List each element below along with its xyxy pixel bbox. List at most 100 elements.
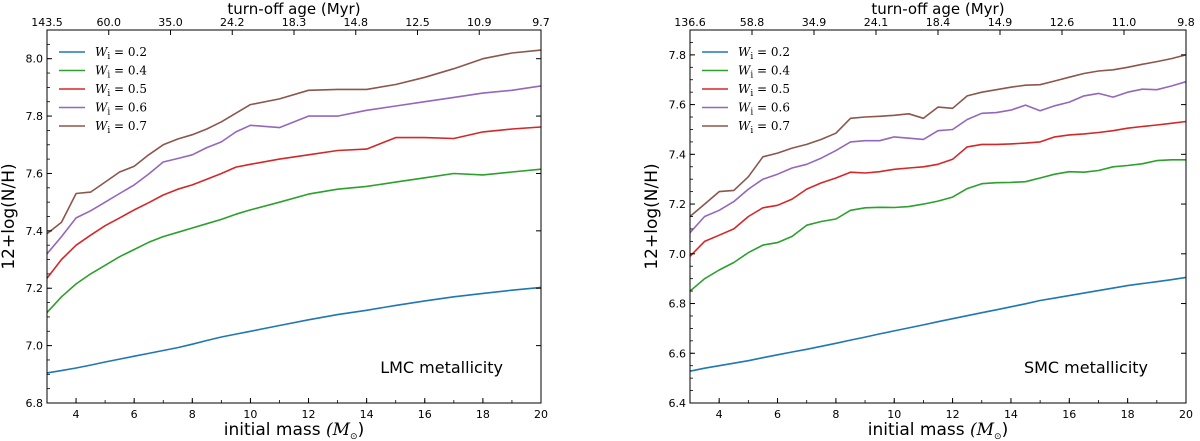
- smc-series-line-w0.4: [689, 159, 1186, 292]
- lmc-x-axis-label-close: ): [358, 420, 365, 440]
- smc-legend-sub: i: [750, 71, 753, 81]
- lmc-legend-value: = 0.2: [110, 45, 147, 59]
- lmc-legend-label: Wi = 0.7: [95, 119, 147, 136]
- smc-x-tick-label: 4: [716, 408, 723, 421]
- lmc-x-tick-label: 10: [243, 408, 257, 421]
- lmc-annotation: LMC metallicity: [380, 358, 503, 377]
- lmc-top-tick-label: 12.5: [405, 16, 430, 29]
- smc-x-tick-label: 10: [887, 408, 901, 421]
- lmc-x-axis-label: initial mass (M⊙): [224, 420, 364, 441]
- lmc-legend-value: = 0.4: [110, 64, 147, 78]
- lmc-series-lines: [46, 49, 542, 374]
- smc-legend-sub: i: [750, 108, 753, 118]
- lmc-top-tick-label: 35.0: [158, 16, 183, 29]
- smc-series-line-w0.6: [689, 80, 1187, 234]
- smc-x-tick-label: 6: [774, 408, 781, 421]
- lmc-legend-sub: i: [107, 108, 110, 118]
- smc-legend-symbol: W: [738, 119, 752, 133]
- smc-legend-label: Wi = 0.5: [738, 82, 790, 99]
- smc-series-line-w0.5: [689, 120, 1187, 257]
- lmc-y-tick-label: 7.6: [26, 167, 44, 180]
- smc-legend-value: = 0.6: [753, 101, 790, 115]
- smc-legend-symbol: W: [738, 45, 752, 59]
- lmc-series-line-w0.7: [46, 49, 542, 235]
- smc-top-tick-label: 12.6: [1050, 16, 1075, 29]
- smc-legend-value: = 0.5: [753, 82, 790, 96]
- smc-x-axis-label-text: initial mass: [868, 420, 970, 440]
- lmc-legend-label: Wi = 0.5: [95, 82, 147, 99]
- smc-x-tick-label: 14: [1004, 408, 1018, 421]
- smc-legend-value: = 0.7: [753, 119, 790, 133]
- smc-legend: Wi = 0.2Wi = 0.4Wi = 0.5Wi = 0.6Wi = 0.7: [702, 45, 790, 136]
- lmc-x-tick-label: 12: [302, 408, 316, 421]
- lmc-y-axis-label: 12+log(N/H): [0, 163, 19, 269]
- lmc-top-ticks: 143.5 60.0 35.0 24.2 18.3 14.8 12.5 10.9 9.7: [31, 16, 550, 35]
- smc-y-axis-label: 12+log(N/H): [642, 163, 662, 269]
- lmc-legend-sub: i: [107, 126, 110, 136]
- smc-legend-label: Wi = 0.6: [738, 101, 790, 118]
- smc-top-tick-label: 34.9: [802, 16, 827, 29]
- smc-y-tick-label: 6.6: [669, 347, 687, 360]
- lmc-legend-symbol: W: [95, 82, 109, 96]
- smc-y-tick-label: 7.2: [669, 198, 687, 211]
- smc-series-line-w0.2: [689, 276, 1187, 372]
- lmc-y-tick-label: 8.0: [26, 53, 44, 66]
- smc-top-tick-label: 14.9: [988, 16, 1013, 29]
- smc-x-ticks: 4 6 8 10 12 14 16 18 20: [689, 398, 1193, 421]
- lmc-x-tick-label: 18: [476, 408, 490, 421]
- smc-y-tick-label: 7.8: [669, 49, 687, 62]
- lmc-y-tick-label: 7.0: [26, 340, 44, 353]
- lmc-legend-value: = 0.6: [110, 101, 147, 115]
- smc-top-tick-label: 58.8: [740, 16, 765, 29]
- smc-y-tick-label: 6.4: [669, 397, 687, 410]
- lmc-series-line-w0.6: [46, 85, 542, 255]
- smc-legend-label: Wi = 0.7: [738, 119, 790, 136]
- lmc-x-tick-label: 6: [131, 408, 138, 421]
- lmc-legend-sub: i: [107, 71, 110, 81]
- smc-legend-sub: i: [750, 126, 753, 136]
- smc-top-tick-label: 9.8: [1177, 16, 1195, 29]
- lmc-legend-symbol: W: [95, 101, 109, 115]
- smc-top-ticks: 136.6 58.8 34.9 24.1 18.4 14.9 12.6 11.0 9.8: [674, 16, 1195, 35]
- smc-x-tick-label: 18: [1121, 408, 1135, 421]
- lmc-top-tick-label: 14.8: [344, 16, 369, 29]
- lmc-panel: 4 6 8 10 12 14 16 18 20 143.5 60.0 35.0 24.2 18.3 14.8…: [0, 0, 550, 441]
- smc-legend-symbol: W: [738, 82, 752, 96]
- lmc-x-tick-label: 4: [73, 408, 80, 421]
- lmc-y-tick-label: 7.4: [26, 225, 44, 238]
- smc-legend-value: = 0.2: [753, 45, 790, 59]
- lmc-x-tick-label: 16: [418, 408, 432, 421]
- lmc-legend-symbol: W: [95, 45, 109, 59]
- smc-top-tick-label: 18.4: [926, 16, 951, 29]
- lmc-top-tick-label: 18.3: [282, 16, 307, 29]
- lmc-y-tick-label: 7.8: [26, 110, 44, 123]
- smc-y-tick-label: 7.4: [669, 148, 687, 161]
- lmc-legend: Wi = 0.2Wi = 0.4Wi = 0.5Wi = 0.6Wi = 0.7: [59, 45, 147, 136]
- lmc-top-tick-label: 143.5: [31, 16, 63, 29]
- smc-legend-label: Wi = 0.2: [738, 45, 790, 62]
- smc-x-axis-label-sub: ⊙: [994, 432, 1002, 441]
- lmc-x-axis-label-sub: ⊙: [350, 432, 358, 441]
- lmc-series-line-w0.5: [46, 126, 542, 279]
- smc-y-tick-label: 7.0: [669, 248, 687, 261]
- lmc-top-tick-label: 9.7: [532, 16, 550, 29]
- smc-legend-label: Wi = 0.4: [738, 64, 790, 81]
- smc-legend-sub: i: [750, 89, 753, 99]
- smc-y-tick-label: 7.6: [669, 99, 687, 112]
- smc-x-tick-label: 8: [832, 408, 839, 421]
- smc-legend-symbol: W: [738, 64, 752, 78]
- lmc-top-tick-label: 60.0: [97, 16, 122, 29]
- smc-annotation: SMC metallicity: [1024, 358, 1148, 377]
- smc-x-axis-label-unit: (M: [970, 420, 995, 440]
- lmc-x-tick-label: 20: [534, 408, 548, 421]
- smc-top-tick-label: 24.1: [864, 16, 889, 29]
- smc-x-tick-label: 12: [946, 408, 960, 421]
- lmc-x-tick-label: 8: [189, 408, 196, 421]
- smc-top-tick-label: 11.0: [1112, 16, 1137, 29]
- lmc-series-line-w0.2: [46, 286, 542, 374]
- lmc-x-ticks: 4 6 8 10 12 14 16 18 20: [46, 398, 548, 421]
- smc-legend-sub: i: [750, 52, 753, 62]
- lmc-legend-sub: i: [107, 89, 110, 99]
- lmc-legend-label: Wi = 0.6: [95, 101, 147, 118]
